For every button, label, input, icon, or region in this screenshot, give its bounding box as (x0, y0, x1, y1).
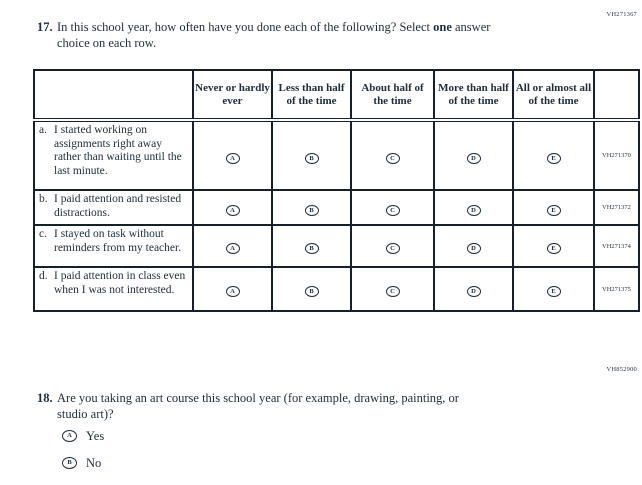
bubble-no[interactable]: B (62, 457, 77, 469)
row-c-statement: c. I stayed on task without reminders fro… (33, 224, 194, 268)
q17-text-bold: one (433, 20, 452, 34)
bubble-d1[interactable]: A (225, 286, 240, 297)
bubble-b3[interactable]: C (385, 204, 400, 216)
bubble-d5[interactable]: E (546, 286, 561, 297)
table-row-c: c. I stayed on task without reminders fro… (33, 224, 640, 268)
bubble-b2[interactable]: B (304, 204, 319, 216)
q17-text-end: answer (451, 20, 491, 34)
row-d-cell-all: E (512, 266, 595, 312)
row-b-cell-about: C (350, 189, 435, 226)
bubble-d4[interactable]: D (466, 286, 481, 297)
row-a-cell-less: B (271, 119, 352, 191)
table-row-d: d. I paid attention in class even when I … (33, 266, 640, 312)
row-b-cell-never: A (192, 189, 273, 226)
bubble-b4[interactable]: D (466, 204, 481, 216)
q18-text-line2: studio art)? (57, 406, 114, 421)
row-d-code: VH271375 (593, 266, 640, 312)
row-b-cell-all: E (512, 189, 595, 226)
row-d-statement: d. I paid attention in class even when I … (33, 266, 194, 312)
question-17: 17. In this school year, how often have y… (37, 20, 582, 51)
column-header-about-half: About half of the time (350, 69, 435, 122)
row-c-text: I stayed on task without reminders from … (54, 228, 182, 254)
row-a-cell-never: A (192, 119, 273, 191)
bubble-c1[interactable]: A (225, 243, 240, 254)
question-18-number: 18. (37, 391, 53, 405)
bubble-b5[interactable]: E (546, 204, 561, 216)
row-c-cell-never: A (192, 224, 273, 268)
row-d-cell-more: D (433, 266, 514, 312)
row-c-cell-all: E (512, 224, 595, 268)
table-row-a: a. I started working on assignments right… (33, 119, 640, 191)
row-a-code: VH271370 (593, 119, 640, 191)
q17-text-start: In this school year, how often have you … (57, 20, 434, 34)
row-b-letter: b. (39, 193, 48, 205)
question-18: 18. Are you taking an art course this sch… (37, 391, 582, 422)
row-c-cell-more: D (433, 224, 514, 268)
row-d-letter: d. (39, 270, 48, 282)
row-a-letter: a. (39, 124, 47, 136)
bubble-d2[interactable]: B (304, 286, 319, 297)
column-header-less-than-half: Less than half of the time (271, 69, 352, 122)
bubble-a1[interactable]: A (225, 152, 240, 164)
bubble-yes[interactable]: A (62, 430, 77, 442)
column-header-never: Never or hardly ever (192, 69, 273, 122)
frequency-matrix-table: Never or hardly ever Less than half of t… (33, 69, 640, 312)
row-c-letter: c. (39, 228, 47, 240)
column-header-more-than-half: More than half of the time (433, 69, 514, 122)
row-b-text: I paid attention and resisted distractio… (54, 193, 182, 219)
bubble-a4[interactable]: D (466, 152, 481, 164)
bubble-c5[interactable]: E (546, 243, 561, 254)
q18-option-yes[interactable]: A Yes (62, 429, 104, 443)
q17-text-line2: choice on each row. (57, 35, 157, 50)
q18-text-line1: Are you taking an art course this school… (57, 391, 459, 405)
row-d-cell-never: A (192, 266, 273, 312)
row-b-cell-more: D (433, 189, 514, 226)
table-header-stub (33, 69, 194, 122)
row-a-text: I started working on assignments right a… (54, 124, 182, 177)
column-header-all: All or almost all of the time (512, 69, 595, 122)
row-d-text: I paid attention in class even when I wa… (54, 270, 186, 296)
question-17-text: In this school year, how often have you … (57, 20, 567, 51)
question-17-number: 17. (37, 20, 53, 34)
row-b-cell-less: B (271, 189, 352, 226)
table-header-row: Never or hardly ever Less than half of t… (33, 69, 640, 122)
bubble-c3[interactable]: C (385, 243, 400, 254)
row-c-cell-less: B (271, 224, 352, 268)
table-header-code-cell (593, 69, 640, 122)
row-a-statement: a. I started working on assignments right… (33, 119, 194, 191)
q18-option-no[interactable]: B No (62, 456, 104, 470)
bubble-a5[interactable]: E (546, 152, 561, 164)
bubble-a3[interactable]: C (385, 152, 400, 164)
row-c-cell-about: C (350, 224, 435, 268)
accession-code-q18: VH852900 (606, 366, 637, 373)
row-a-cell-about: C (350, 119, 435, 191)
bubble-c4[interactable]: D (466, 243, 481, 254)
row-d-cell-less: B (271, 266, 352, 312)
q18-option-no-label: No (86, 455, 102, 470)
row-b-statement: b. I paid attention and resisted distract… (33, 189, 194, 226)
row-a-cell-all: E (512, 119, 595, 191)
question-18-text: Are you taking an art course this school… (57, 391, 567, 422)
table-row-b: b. I paid attention and resisted distract… (33, 189, 640, 226)
q18-option-yes-label: Yes (86, 428, 105, 443)
bubble-a2[interactable]: B (304, 152, 319, 164)
row-a-cell-more: D (433, 119, 514, 191)
bubble-d3[interactable]: C (385, 286, 400, 297)
question-18-options: A Yes B No (62, 429, 104, 483)
accession-code-q17: VH271367 (606, 11, 637, 18)
bubble-c2[interactable]: B (304, 243, 319, 254)
bubble-b1[interactable]: A (225, 204, 240, 216)
row-c-code: VH271374 (593, 224, 640, 268)
row-d-cell-about: C (350, 266, 435, 312)
row-b-code: VH271372 (593, 189, 640, 226)
